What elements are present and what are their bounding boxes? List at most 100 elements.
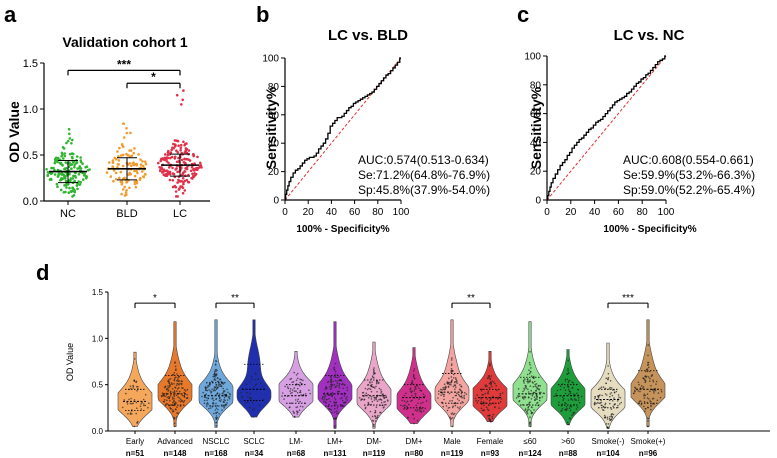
panel-d-data-point [577, 399, 580, 402]
panel-d-data-point [412, 373, 415, 376]
panel-d-data-point [637, 390, 640, 392]
panel-d-data-point [558, 401, 560, 404]
panel-d-data-point [567, 368, 569, 370]
panel-d-data-point [183, 391, 185, 394]
panel-d-data-point [296, 411, 299, 413]
panel-d-data-point [245, 401, 247, 404]
panel-d-data-point [375, 406, 378, 409]
panel-d-data-point [454, 388, 456, 391]
panel-a-data-point [85, 165, 89, 168]
panel-d-data-point [425, 400, 428, 402]
panel-d-data-point [517, 395, 519, 397]
panel-a-data-point [180, 185, 184, 189]
panel-a-data-point [114, 171, 118, 175]
panel-d-data-point [330, 377, 333, 379]
panel-a-data-point [193, 169, 196, 172]
panel-d-data-point [174, 401, 177, 404]
panel-d-data-point [599, 387, 601, 390]
panel-c-x-tick-label: 40 [589, 207, 601, 218]
panel-d-data-point [643, 397, 646, 399]
panel-c-x-tick-label: 20 [565, 207, 577, 218]
panel-a-data-point [130, 154, 134, 157]
panel-d-data-point [223, 406, 225, 409]
panel-d-data-point [211, 388, 213, 391]
panel-d-data-point [572, 393, 575, 395]
panel-d-data-point [570, 397, 572, 400]
panel-d-data-point [568, 423, 570, 426]
panel-d-data-point [567, 369, 569, 372]
panel-a-data-point [180, 103, 183, 106]
panel-a-data-point [187, 181, 191, 184]
panel-a-data-point [192, 175, 196, 179]
panel-d-data-point [296, 406, 299, 408]
panel-d-data-point [524, 409, 526, 412]
panel-d-data-point [329, 400, 332, 403]
panel-d-data-point [422, 393, 425, 396]
panel-d-data-point [489, 418, 492, 421]
panel-d-data-point [175, 416, 178, 418]
panel-d-n-label: n=168 [205, 449, 228, 458]
panel-d-data-point [529, 379, 531, 381]
panel-a-data-point [191, 177, 194, 180]
panel-a-data-point [112, 169, 116, 172]
panel-d-data-point [450, 381, 453, 384]
panel-d-data-point [215, 388, 218, 390]
panel-d-ylabel: OD Value [65, 343, 75, 381]
panel-d-data-point [215, 370, 217, 373]
panel-d-data-point [458, 407, 461, 410]
panel-d-data-point [608, 388, 610, 390]
panel-d-data-point [240, 391, 242, 394]
panel-d-data-point [216, 369, 218, 372]
panel-d-data-point [218, 413, 220, 415]
panel-d-data-point [647, 376, 650, 378]
panel-d-data-point [222, 387, 224, 390]
panel-d-data-point [529, 364, 531, 366]
panel-d-data-point [650, 404, 652, 407]
panel-d-violin [236, 319, 272, 418]
panel-d-data-point [568, 393, 570, 396]
panel-d-data-point [167, 385, 169, 387]
panel-a-data-point [171, 179, 175, 182]
panel-d-data-point [530, 367, 532, 369]
panel-a-data-point [166, 153, 170, 157]
panel-d-data-point [215, 402, 217, 405]
panel-d-data-point [173, 383, 175, 385]
panel-d-data-point [299, 400, 301, 403]
panel-d-data-point [326, 381, 329, 384]
panel-d-data-point [166, 396, 168, 399]
panel-d-data-point [171, 382, 173, 384]
panel-a-data-point [70, 190, 73, 193]
panel-d-data-point [377, 414, 379, 417]
panel-d-data-point [372, 423, 375, 426]
panel-d-data-point [132, 402, 134, 405]
panel-d-data-point [606, 418, 609, 420]
panel-b-y-tick-label: 20 [268, 167, 280, 178]
panel-d-data-point [615, 390, 618, 393]
panel-d-data-point [291, 389, 294, 391]
panel-d-significance-label: ** [231, 293, 239, 304]
panel-d-data-point [164, 386, 167, 388]
panel-d-data-point [568, 388, 570, 391]
panel-d-data-point [207, 386, 209, 388]
panel-a-data-point [122, 122, 125, 125]
panel-d-data-point [299, 384, 301, 387]
panel-d-data-point [374, 411, 377, 414]
panel-a-data-point [139, 176, 142, 180]
panel-d-data-point [174, 362, 176, 364]
panel-d-data-point [341, 383, 343, 386]
panel-d-data-point [524, 395, 526, 398]
panel-d-data-point [607, 365, 609, 367]
panel-a-data-point [184, 142, 187, 146]
panel-d-data-point [451, 363, 453, 365]
panel-d-data-point [485, 384, 487, 386]
panel-a-data-point [177, 156, 180, 160]
panel-d-data-point [370, 384, 372, 387]
panel-d-data-point [343, 392, 346, 394]
panel-d-data-point [378, 387, 381, 390]
panel-d-data-point [600, 401, 603, 404]
panel-d-data-point [137, 420, 139, 423]
panel-d-data-point [612, 405, 614, 408]
panel-d-data-point [374, 409, 377, 412]
panel-a-data-point [193, 172, 196, 175]
panel-c-y-tick-label: 100 [524, 52, 541, 63]
